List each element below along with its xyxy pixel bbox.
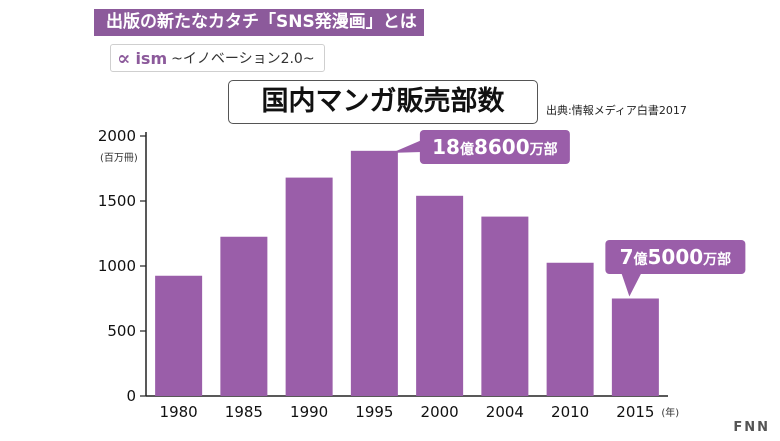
x-category-label: 2010: [551, 403, 589, 421]
source-note: 出典:情報メディア白書2017: [546, 104, 687, 117]
x-category-label: 2000: [421, 403, 459, 421]
x-axis-unit: (年): [661, 406, 679, 419]
bar-1985: [220, 236, 268, 396]
callout-pointer: [621, 273, 642, 297]
header-banner: 出版の新たなカタチ「SNS発漫画」とは: [94, 9, 424, 36]
callout-part: 5000: [648, 245, 704, 269]
bar-2004: [481, 216, 529, 396]
y-tick-label: 500: [107, 322, 136, 340]
callout-part: 8600: [474, 135, 530, 159]
callout-1995: 18億8600万部: [391, 130, 570, 164]
bar-2015: [611, 298, 659, 396]
callout-2015: 7億5000万部: [605, 240, 746, 297]
x-category-label: 1995: [355, 403, 393, 421]
x-category-label: 1990: [290, 403, 328, 421]
fnn-watermark: FNN: [733, 420, 770, 435]
y-axis-unit: (百万冊): [100, 153, 138, 164]
callout-part: 万部: [702, 251, 731, 268]
callout-part: 万部: [529, 141, 558, 158]
callout-part: 7: [620, 245, 634, 269]
callout-part: 億: [634, 251, 648, 268]
y-tick-label: 1500: [98, 192, 136, 210]
y-tick-label: 2000: [98, 127, 136, 145]
x-category-label: 2015: [616, 403, 654, 421]
bar-1995: [350, 150, 398, 396]
x-category-label: 1980: [160, 403, 198, 421]
brand-box: ∝ ism ~イノベーション2.0~: [110, 44, 325, 72]
x-category-label: 1985: [225, 403, 263, 421]
callout-label: 7億5000万部: [620, 245, 732, 269]
y-tick-label: 1000: [98, 257, 136, 275]
x-category-label: 2004: [486, 403, 524, 421]
bar-1990: [285, 177, 333, 396]
callout-label: 18億8600万部: [432, 135, 558, 159]
callout-part: 億: [460, 141, 474, 158]
bar-2010: [546, 262, 594, 396]
y-tick-label: 0: [126, 387, 136, 405]
bar-1980: [155, 275, 203, 396]
callout-pointer: [391, 140, 422, 153]
callout-part: 18: [432, 135, 460, 159]
brand-name: ism: [135, 48, 168, 68]
callout-box: [605, 240, 746, 274]
ism-logo-icon: ∝: [117, 46, 131, 70]
brand-tagline: ~イノベーション2.0~: [171, 51, 315, 67]
callout-box: [419, 130, 570, 164]
bar-2000: [416, 195, 464, 396]
chart-title: 国内マンガ販売部数: [228, 80, 538, 124]
